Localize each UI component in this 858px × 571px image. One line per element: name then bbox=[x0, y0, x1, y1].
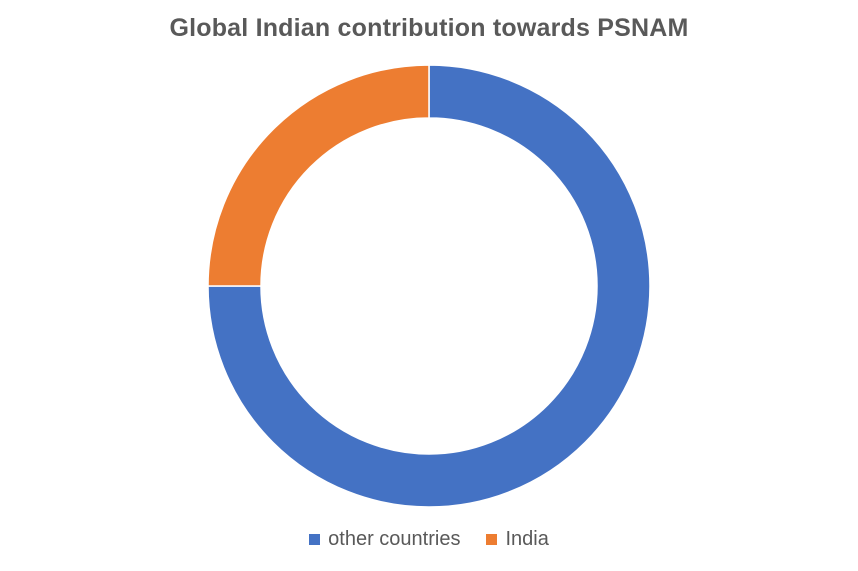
chart-title: Global Indian contribution towards PSNAM bbox=[169, 14, 689, 42]
legend-label-india: India bbox=[505, 528, 549, 550]
legend-swatch-other-countries bbox=[309, 534, 321, 545]
donut-slice-india bbox=[207, 64, 430, 287]
chart-legend: other countries India bbox=[0, 528, 858, 551]
donut-slice-other-countries bbox=[207, 64, 651, 508]
legend-label-other-countries: other countries bbox=[328, 528, 461, 550]
legend-entry-other-countries: other countries bbox=[309, 528, 460, 551]
legend-entry-india: India bbox=[486, 528, 549, 551]
legend-swatch-india bbox=[486, 534, 498, 545]
